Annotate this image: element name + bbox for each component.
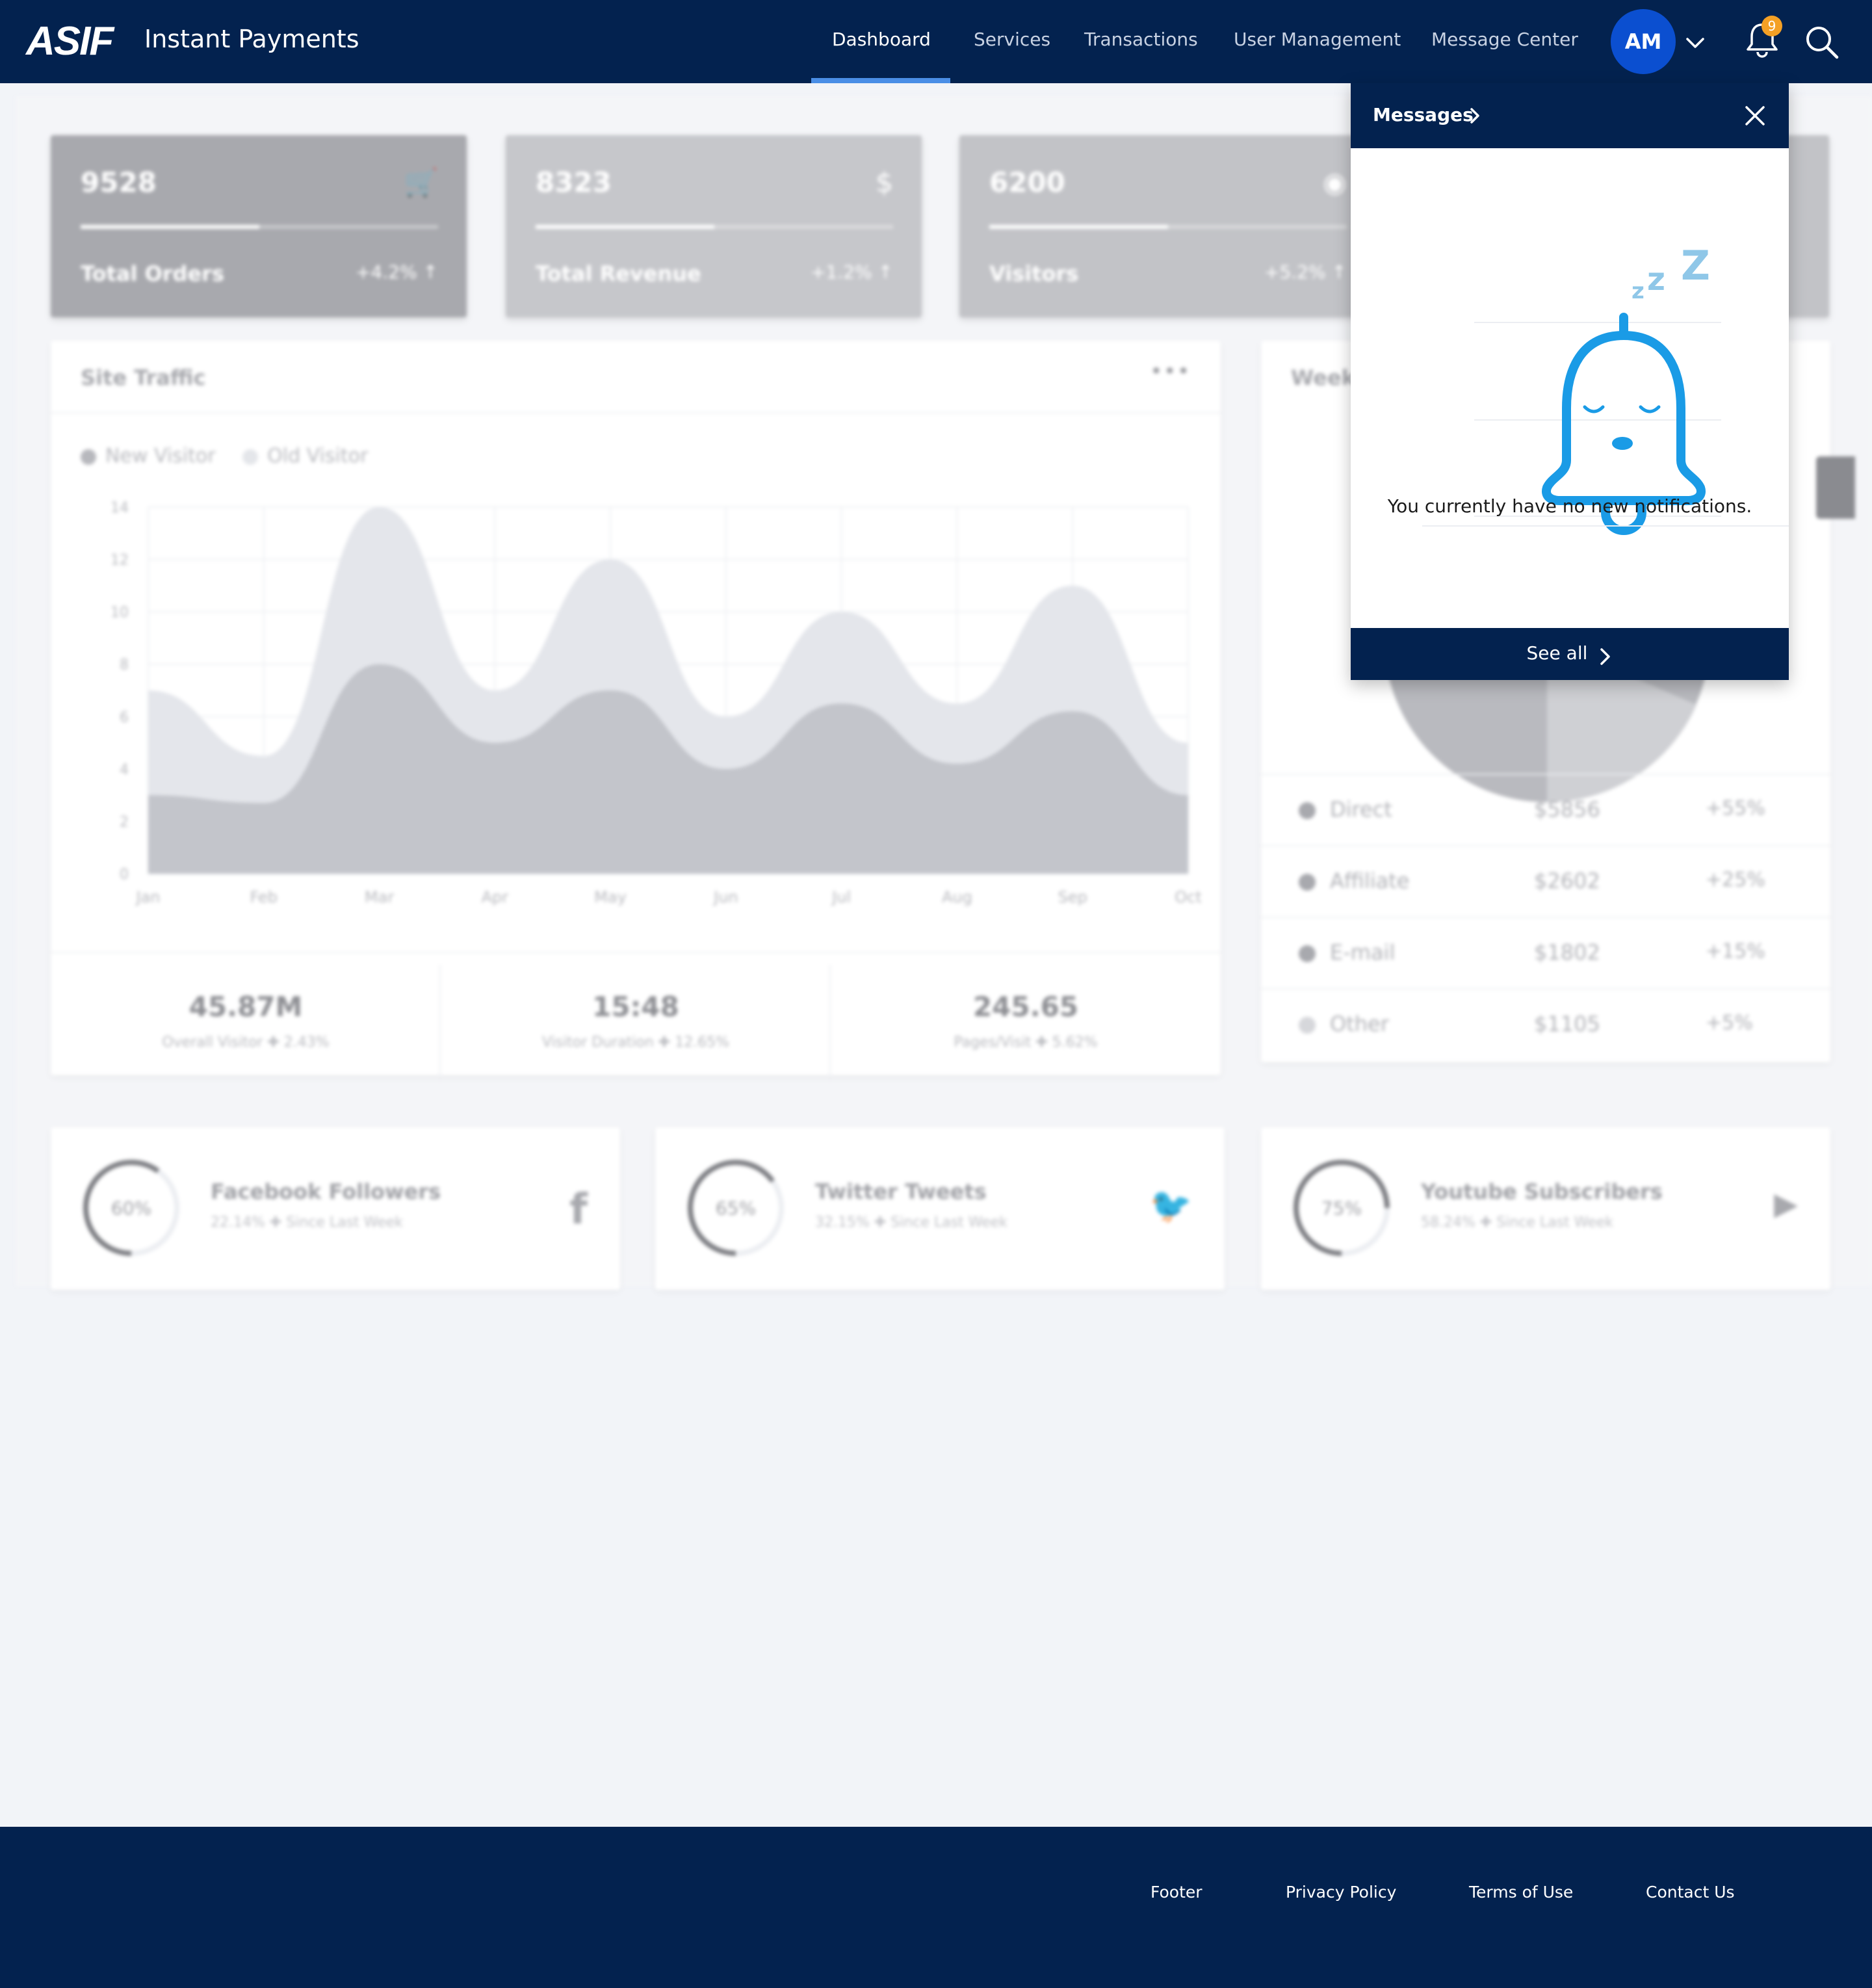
footer-link-privacy-policy[interactable]: Privacy Policy <box>1286 1883 1397 1902</box>
page-footer: Footer Privacy Policy Terms of Use Conta… <box>0 1827 1872 1988</box>
y-tick-label: 12 <box>110 553 129 569</box>
nav-dashboard[interactable]: Dashboard <box>832 29 931 50</box>
nav-services[interactable]: Services <box>974 29 1051 50</box>
x-tick-label: Jun <box>712 888 738 906</box>
zzz-letter-small: z <box>1632 278 1644 304</box>
avatar[interactable]: AM <box>1611 9 1676 74</box>
twitter-icon: 🐦 <box>1150 1186 1192 1225</box>
legend-item: New Visitor <box>81 445 216 467</box>
y-tick-label: 4 <box>120 762 129 778</box>
chevron-right-icon[interactable] <box>1598 647 1613 666</box>
y-tick-label: 6 <box>120 709 129 726</box>
stat-label: Total Revenue <box>536 261 701 286</box>
messages-popover-header: Messages <box>1351 83 1789 148</box>
x-tick-label: May <box>594 888 627 906</box>
footer-link-footer[interactable]: Footer <box>1150 1883 1202 1902</box>
footer-link-contact-us[interactable]: Contact Us <box>1646 1883 1735 1902</box>
youtube-icon: ▶ <box>1774 1186 1798 1222</box>
brand-logo[interactable]: ASIF <box>26 19 114 64</box>
x-tick-label: Jul <box>831 888 851 906</box>
social-card-youtube: 75% Youtube Subscribers 58.24% ✚ Since L… <box>1261 1127 1830 1290</box>
x-tick-label: Sep <box>1058 888 1087 906</box>
app-title: Instant Payments <box>144 25 359 53</box>
stat-card-orders: 9528 🛒 Total Orders +4.2% ↑ <box>51 135 467 317</box>
y-tick-label: 0 <box>120 867 129 883</box>
social-card-facebook: 60% Facebook Followers 22.14% ✚ Since La… <box>51 1127 620 1290</box>
nav-user-management[interactable]: User Management <box>1234 29 1401 50</box>
x-tick-label: Jan <box>135 888 161 906</box>
x-tick-label: Apr <box>482 888 509 906</box>
legend-item: Old Visitor <box>242 445 368 467</box>
stat-progress <box>81 225 259 229</box>
ring-fill <box>83 1160 179 1256</box>
cart-icon: 🛒 <box>404 166 438 198</box>
kpi-pages-per-visit: 245.65 Pages/Visit ✚ 5.62% <box>954 991 1098 1051</box>
stat-change: +1.2% ↑ <box>811 261 893 283</box>
ring-fill <box>1294 1160 1390 1256</box>
site-traffic-card: Site Traffic ••• New Visitor Old Visitor… <box>51 341 1221 1082</box>
messages-title-link[interactable]: Messages <box>1373 104 1474 125</box>
stat-progress <box>989 225 1168 229</box>
sleeping-bell-illustration <box>1474 313 1721 535</box>
facebook-icon: f <box>569 1186 588 1234</box>
y-tick-label: 10 <box>110 605 129 621</box>
kpi-visitor-duration: 15:48 Visitor Duration ✚ 12.65% <box>541 991 730 1051</box>
site-traffic-chart: 0 2 4 6 8 10 12 14 Jan Feb Mar Apr May Jun Jul Aug Sep Oc… <box>110 500 1202 906</box>
top-nav-bar: ASIF Instant Payments Dashboard Services… <box>0 0 1872 83</box>
x-tick-label: Oct <box>1175 888 1202 906</box>
progress-ring <box>1294 1160 1390 1256</box>
notification-badge: 9 <box>1762 16 1782 36</box>
card-title: Week <box>1291 365 1355 390</box>
footer-link-terms-of-use[interactable]: Terms of Use <box>1469 1883 1574 1902</box>
x-tick-label: Feb <box>250 888 278 906</box>
see-all-bar[interactable]: See all <box>1351 628 1789 680</box>
y-tick-label: 2 <box>120 814 129 830</box>
stat-change: +5.2% ↑ <box>1264 261 1347 283</box>
stat-card-revenue: 8323 $ Total Revenue +1.2% ↑ <box>506 135 922 317</box>
see-all-link[interactable]: See all <box>1526 642 1588 664</box>
active-nav-indicator <box>811 78 950 83</box>
stat-value: 8323 <box>536 166 612 198</box>
chevron-down-icon[interactable] <box>1684 31 1707 55</box>
stat-card-visitors: 6200 ◉ Visitors +5.2% ↑ <box>959 135 1375 317</box>
nav-message-center[interactable]: Message Center <box>1431 29 1578 50</box>
social-card-twitter: 65% Twitter Tweets 32.15% ✚ Since Last W… <box>655 1127 1225 1290</box>
chevron-right-icon[interactable] <box>1466 105 1485 126</box>
zzz-letter-large: Z <box>1681 242 1710 289</box>
y-tick-label: 14 <box>110 500 129 516</box>
stat-progress <box>536 225 714 229</box>
close-icon[interactable] <box>1743 104 1767 127</box>
x-tick-label: Mar <box>365 888 394 906</box>
stat-change: +4.2% ↑ <box>356 261 438 283</box>
chart-legend: New Visitor Old Visitor <box>81 445 389 467</box>
stat-label: Visitors <box>989 261 1079 286</box>
weekly-row: Direct $5856 +55% <box>1261 774 1830 844</box>
weekly-row: E-mail $1802 +15% <box>1261 917 1830 987</box>
eye-icon: ◉ <box>1323 166 1347 198</box>
stat-label: Total Orders <box>81 261 224 286</box>
y-tick-label: 8 <box>120 657 129 674</box>
card-title: Site Traffic <box>81 365 206 390</box>
dollar-icon: $ <box>876 166 893 198</box>
zzz-letter-medium: z <box>1647 261 1665 298</box>
ring-fill <box>688 1160 784 1256</box>
progress-ring <box>688 1160 784 1256</box>
weekly-row: Affiliate $2602 +25% <box>1261 845 1830 915</box>
stat-value: 6200 <box>989 166 1065 198</box>
progress-ring <box>83 1160 179 1256</box>
x-tick-label: Aug <box>942 888 972 906</box>
settings-gear-icon[interactable] <box>1816 456 1855 519</box>
messages-popover: Messages z z Z You currently have no new… <box>1351 83 1789 680</box>
search-icon[interactable] <box>1803 23 1841 61</box>
series-area-new-visitor <box>148 664 1188 874</box>
stat-value: 9528 <box>81 166 157 198</box>
more-menu-icon[interactable]: ••• <box>1150 359 1191 384</box>
kpi-overall-visitor: 45.87M Overall Visitor ✚ 2.43% <box>162 991 330 1051</box>
weekly-row: Other $1105 +5% <box>1261 988 1830 1058</box>
empty-notifications-text: You currently have no new notifications. <box>1387 495 1752 517</box>
nav-transactions[interactable]: Transactions <box>1084 29 1198 50</box>
